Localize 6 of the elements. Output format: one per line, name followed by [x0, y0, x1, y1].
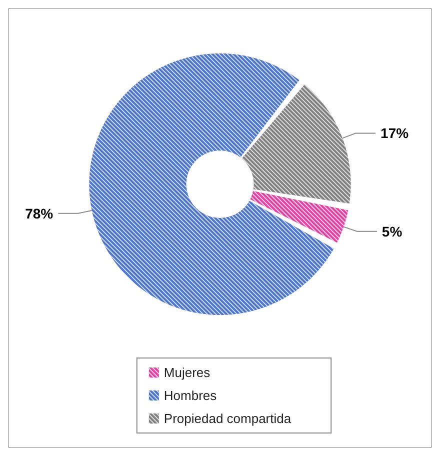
legend-label: Mujeres	[164, 365, 211, 380]
data-label: 78%	[25, 205, 54, 222]
legend-label: Propiedad compartida	[164, 411, 292, 426]
data-label: 5%	[382, 223, 403, 240]
legend-label: Hombres	[164, 388, 218, 403]
data-label: 17%	[380, 125, 410, 142]
